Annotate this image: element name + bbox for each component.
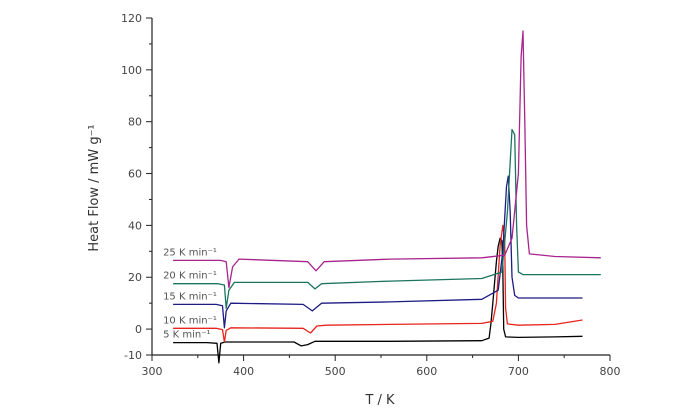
x-tick-label: 800	[600, 365, 621, 378]
x-tick-label: 500	[325, 365, 346, 378]
series-label-4: 20 K min⁻¹	[163, 271, 217, 282]
axis-ticks	[146, 17, 611, 361]
x-tick-label: 700	[508, 365, 529, 378]
series-line-3	[173, 175, 583, 329]
y-tick-label: -10	[124, 349, 142, 362]
series-label-5: 25 K min⁻¹	[163, 247, 217, 258]
series-line-1	[173, 237, 583, 364]
series-lines	[173, 30, 601, 364]
series-line-5	[173, 30, 601, 289]
x-axis-title: T / K	[364, 393, 395, 408]
y-tick-label: 40	[128, 219, 142, 232]
series-label-2: 10 K min⁻¹	[163, 315, 217, 326]
x-tick-label: 400	[233, 365, 254, 378]
series-line-2	[173, 224, 583, 343]
y-tick-label: 0	[135, 323, 142, 336]
y-tick-label: 20	[128, 271, 142, 284]
x-tick-label: 300	[142, 365, 163, 378]
tick-labels: 300 400 500 600 700 800 -10 0 20 40 60 80 100 120	[121, 12, 621, 378]
series-label-1: 5 K min⁻¹	[163, 330, 210, 341]
y-axis-title: Heat Flow / mW g⁻¹	[87, 124, 102, 251]
series-label-3: 15 K min⁻¹	[163, 291, 217, 302]
series-line-4	[173, 128, 601, 309]
x-tick-label: 600	[416, 365, 437, 378]
y-tick-label: 100	[121, 64, 142, 77]
y-tick-label: 60	[128, 168, 142, 181]
plot-frame	[151, 18, 610, 356]
y-tick-label: 120	[121, 12, 142, 25]
series-labels: 5 K min⁻¹ 10 K min⁻¹ 15 K min⁻¹ 20 K min⁻¹ 2…	[163, 247, 217, 340]
y-tick-label: 80	[128, 116, 142, 129]
